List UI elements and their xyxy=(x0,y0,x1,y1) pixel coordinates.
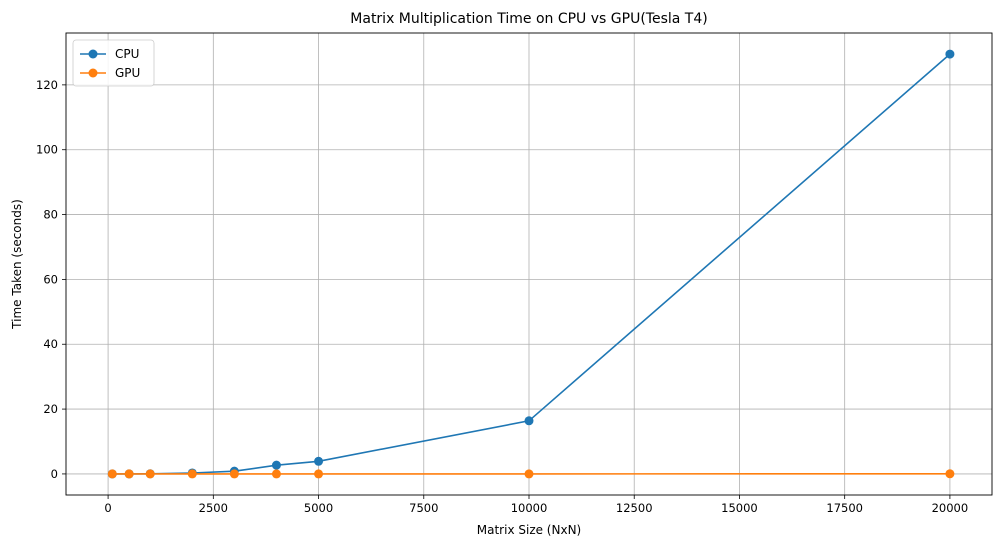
y-axis-ticks: 0 20 40 60 80 100 120 xyxy=(36,78,66,481)
y-axis-label: Time Taken (seconds) xyxy=(10,199,24,330)
y-tick-label: 60 xyxy=(43,272,58,286)
y-tick-label: 120 xyxy=(36,78,58,92)
x-tick-label: 0 xyxy=(104,501,111,515)
x-tick-label: 20000 xyxy=(932,501,969,515)
gpu-point xyxy=(124,469,134,479)
y-tick-label: 40 xyxy=(43,337,58,351)
x-tick-label: 10000 xyxy=(511,501,548,515)
cpu-point xyxy=(314,456,324,466)
gpu-point xyxy=(145,469,155,479)
y-tick-label: 0 xyxy=(51,467,58,481)
cpu-point xyxy=(945,49,955,59)
x-tick-label: 17500 xyxy=(826,501,863,515)
chart-title: Matrix Multiplication Time on CPU vs GPU… xyxy=(350,11,707,27)
y-tick-label: 20 xyxy=(43,402,58,416)
gpu-point xyxy=(271,469,281,479)
legend-gpu-marker xyxy=(88,68,98,78)
gpu-point xyxy=(107,469,117,479)
cpu-point xyxy=(524,416,534,426)
x-tick-label: 7500 xyxy=(409,501,438,515)
x-tick-label: 12500 xyxy=(616,501,653,515)
y-tick-label: 80 xyxy=(43,208,58,222)
gpu-series xyxy=(107,469,955,479)
x-axis-ticks: 0 2500 5000 7500 10000 12500 15000 17500 20000 xyxy=(104,495,968,515)
cpu-point xyxy=(271,460,281,470)
legend: CPU GPU xyxy=(72,39,155,87)
legend-cpu-label: CPU xyxy=(115,47,139,61)
gpu-point xyxy=(229,469,239,479)
y-tick-label: 100 xyxy=(36,143,58,157)
gpu-point xyxy=(187,469,197,479)
legend-gpu-label: GPU xyxy=(115,66,140,80)
legend-box xyxy=(72,39,155,87)
x-tick-label: 2500 xyxy=(199,501,228,515)
x-axis-label: Matrix Size (NxN) xyxy=(477,523,581,537)
gpu-point xyxy=(314,469,324,479)
x-tick-label: 5000 xyxy=(304,501,333,515)
gpu-point xyxy=(945,469,955,479)
series-layer xyxy=(107,49,955,479)
gpu-point xyxy=(524,469,534,479)
x-tick-label: 15000 xyxy=(721,501,758,515)
legend-cpu-marker xyxy=(88,49,98,59)
